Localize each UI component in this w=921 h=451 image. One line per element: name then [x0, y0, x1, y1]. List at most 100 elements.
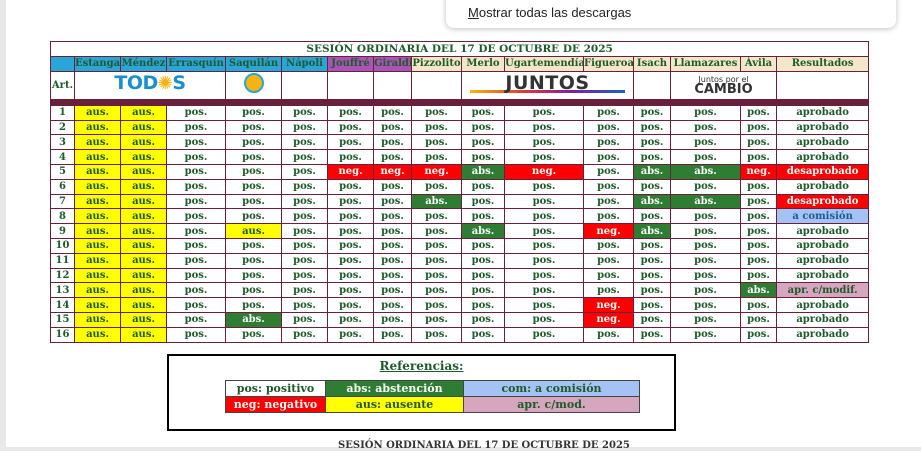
- vote-cell: pos.: [166, 326, 226, 343]
- vote-cell: pos.: [225, 119, 282, 136]
- vote-cell: pos.: [281, 208, 328, 225]
- table-row: 10 aus. aus. pos. pos. pos. pos. pos. pos. pos. po…: [50, 237, 870, 254]
- vote-cell: abs.: [740, 282, 777, 299]
- vote-cell: pos.: [225, 326, 282, 343]
- vote-cell: pos.: [633, 208, 671, 225]
- vote-cell: pos.: [327, 208, 374, 225]
- vote-cell: pos.: [740, 223, 777, 239]
- vote-cell: pos.: [281, 193, 328, 210]
- vote-cell: pos.: [327, 104, 374, 121]
- table-row: 11 aus. aus. pos. pos. pos. pos. pos. pos. pos. po…: [50, 252, 870, 269]
- vote-cell: pos.: [504, 252, 584, 269]
- vote-cell: aus.: [120, 311, 167, 328]
- vote-cell: pos.: [166, 237, 226, 254]
- vote-cell: pos.: [327, 119, 374, 136]
- vote-cell: pos.: [740, 104, 777, 121]
- vote-cell: aus.: [120, 252, 167, 269]
- member-header: Jouffré: [327, 56, 374, 72]
- table-row: 8 aus. aus. pos. pos. pos. pos. pos. pos. pos. pos…: [50, 208, 870, 225]
- member-header: Pizzolito: [411, 56, 462, 72]
- vote-cell: pos.: [740, 178, 777, 195]
- vote-cell: pos.: [461, 326, 505, 343]
- ref-aus: aus: ausente: [325, 396, 464, 413]
- vote-cell: pos.: [740, 326, 777, 343]
- vote-cell: pos.: [461, 178, 505, 195]
- vote-cell: pos.: [461, 208, 505, 225]
- juntos-logo-text: JUNTOS: [505, 72, 590, 95]
- todos-logo-text-b: S: [172, 72, 186, 95]
- result-cell: aprobado: [775, 237, 870, 254]
- vote-cell: pos.: [461, 252, 505, 269]
- sun-badge-icon: [243, 73, 264, 94]
- vote-cell: aus.: [74, 252, 121, 269]
- member-header: Estanga: [74, 56, 121, 72]
- vote-cell: aus.: [74, 208, 121, 225]
- article-number: 3: [50, 134, 75, 151]
- member-header: Llamazares: [670, 56, 741, 72]
- member-header: Errasquín: [166, 56, 226, 72]
- article-number: 5: [50, 163, 75, 180]
- vote-cell: pos.: [281, 282, 328, 299]
- vote-cell: pos.: [373, 223, 412, 239]
- result-cell: aprobado: [775, 104, 870, 121]
- todos-logo: TOD✺S: [74, 70, 226, 100]
- article-number: 12: [50, 267, 75, 284]
- vote-cell: pos.: [281, 149, 328, 165]
- result-cell: aprobado: [775, 326, 870, 343]
- session-title: SESIÓN ORDINARIA DEL 17 DE OCTUBRE DE 20…: [49, 41, 870, 57]
- vote-cell: abs.: [461, 163, 505, 180]
- vote-cell: pos.: [373, 297, 412, 313]
- vote-cell: pos.: [504, 119, 584, 136]
- vote-cell: pos.: [740, 297, 777, 313]
- vote-cell: abs.: [670, 193, 741, 210]
- separator-row: [49, 98, 870, 106]
- vote-cell: pos.: [281, 297, 328, 313]
- vote-cell: aus.: [120, 282, 167, 299]
- vote-cell: pos.: [225, 104, 282, 121]
- vote-cell: pos.: [327, 149, 374, 165]
- vote-cell: aus.: [74, 193, 121, 210]
- vote-cell: pos.: [670, 252, 741, 269]
- vote-cell: neg.: [373, 163, 412, 180]
- vote-cell: pos.: [373, 311, 412, 328]
- vote-cell: pos.: [225, 237, 282, 254]
- references-title: Referencias:: [379, 359, 464, 373]
- vote-cell: pos.: [373, 193, 412, 210]
- vote-cell: aus.: [74, 119, 121, 136]
- vote-cell: pos.: [583, 193, 634, 210]
- result-cell: aprobado: [775, 134, 870, 151]
- vote-cell: pos.: [633, 104, 671, 121]
- jxc-logo-big: CAMBIO: [694, 82, 753, 98]
- vote-cell: pos.: [411, 149, 462, 165]
- vote-cell: pos.: [583, 178, 634, 195]
- vote-cell: pos.: [740, 267, 777, 284]
- vote-cell: pos.: [373, 119, 412, 136]
- ref-neg: neg: negativo: [225, 396, 326, 413]
- juntos-color-bar: [470, 90, 625, 94]
- vote-cell: aus.: [74, 297, 121, 313]
- member-header: Giraldi: [373, 56, 412, 72]
- vote-cell: aus.: [120, 297, 167, 313]
- vote-cell: pos.: [166, 252, 226, 269]
- vote-cell: pos.: [504, 282, 584, 299]
- next-session-title: SESIÓN ORDINARIA DEL 17 DE OCTUBRE DE 20…: [338, 440, 630, 451]
- result-cell: apr. c/modif.: [775, 282, 870, 299]
- vote-cell: aus.: [225, 223, 282, 239]
- vote-cell: pos.: [633, 178, 671, 195]
- vote-cell: pos.: [373, 282, 412, 299]
- show-all-downloads-link[interactable]: Mostrar todas las descargas: [468, 5, 631, 20]
- vote-cell: pos.: [740, 311, 777, 328]
- vote-cell: pos.: [504, 193, 584, 210]
- vote-cell: pos.: [373, 252, 412, 269]
- results-header: Resultados: [775, 56, 870, 72]
- article-number: 4: [50, 149, 75, 165]
- sun-icon: ✺: [157, 73, 173, 95]
- member-header: Figueroa: [583, 56, 634, 72]
- vote-cell: pos.: [740, 208, 777, 225]
- vote-cell: pos.: [281, 237, 328, 254]
- vote-cell: pos.: [504, 178, 584, 195]
- vote-cell: pos.: [411, 134, 462, 151]
- article-number: 10: [50, 237, 75, 254]
- vote-cell: pos.: [461, 282, 505, 299]
- table-row: 6 aus. aus. pos. pos. pos. pos. pos. pos. pos. pos…: [50, 178, 870, 195]
